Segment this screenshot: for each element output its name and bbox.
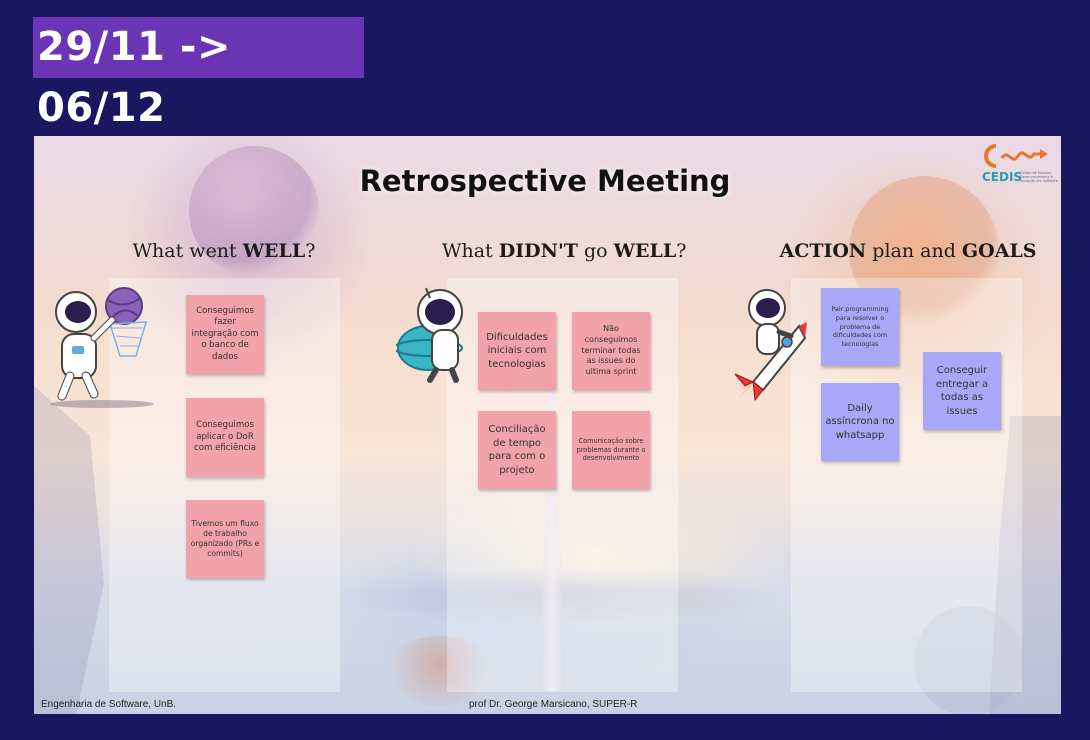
background-planet [384,636,494,706]
sticky-note[interactable]: Daily assíncrona no whatsapp [821,383,899,461]
astronaut-basketball-icon [50,287,154,408]
header-bold: WELL [242,240,306,262]
footer-center: prof Dr. George Marsicano, SUPER-R [469,699,638,710]
header-didnt-go-well: What DIDN'T go WELL? [442,240,686,262]
sticky-note[interactable]: Dificuldades iniciais com tecnologias [478,312,556,390]
header-text: What went [132,240,243,262]
header-went-well: What went WELL? [126,240,322,262]
header-text: go [577,240,614,262]
sticky-note[interactable]: Tivemos um fluxo de trabalho organizado … [186,500,264,578]
cedis-logo: CEDIS Centro de Estudos, Desenvolvimento… [978,140,1058,190]
header-bold: ACTION [779,240,867,262]
sticky-note[interactable]: Não conseguimos terminar todas as issues… [572,312,650,390]
cedis-logo-icon [984,144,1048,168]
sticky-note[interactable]: Conseguir entregar a todas as issues [923,352,1001,430]
header-bold: GOALS [961,240,1037,262]
header-text: ? [305,240,316,262]
header-bold: WELL [613,240,677,262]
logo-wordmark: CEDIS [982,170,1023,184]
background-rock [914,606,1024,714]
header-bold: DIDN'T [498,240,578,262]
background-rock [34,386,104,714]
sticky-note[interactable]: Conseguimos fazer integração com o banco… [186,295,264,374]
header-text: What [442,240,499,262]
sticky-note[interactable]: Pair programming para resolver o problem… [821,288,899,366]
board-title: Retrospective Meeting [359,164,731,198]
sticky-note[interactable]: Conciliação de tempo para com o projeto [478,411,556,489]
header-text: ? [676,240,687,262]
astronaut-planet-icon [396,287,463,383]
header-text: plan and [866,240,962,262]
astronaut-rocket-icon [734,289,807,402]
logo-subtitle: Centro de Estudos, Desenvolvimento e Ino… [1020,171,1058,183]
background-planet [189,146,319,276]
date-range-title: 29/11 -> 06/12 [33,17,364,131]
sticky-note[interactable]: Comunicação sobre problemas durante o de… [572,411,650,489]
sticky-note[interactable]: Conseguimos aplicar o DoR com eficiência [186,398,264,477]
footer-left: Engenharia de Software, UnB. [41,699,177,710]
header-action-plan: ACTION plan and GOALS [779,240,1037,262]
retrospective-board: Retrospective Meeting CEDIS Centro de Es… [34,136,1061,714]
